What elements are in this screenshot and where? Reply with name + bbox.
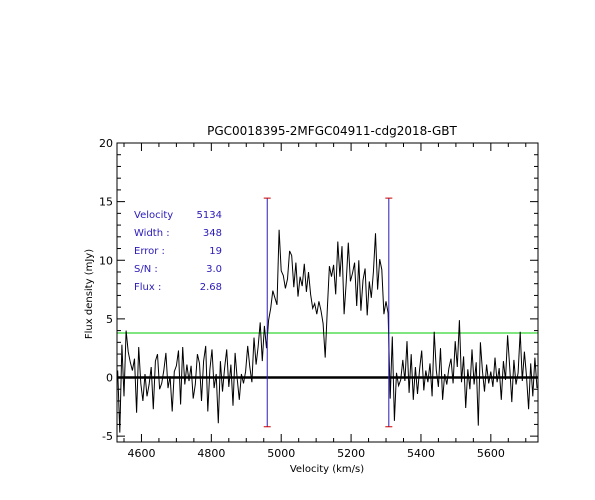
y-tick-label: 15: [99, 196, 113, 209]
x-tick-label: 5400: [407, 447, 435, 460]
y-axis-label: Flux density (mJy): [84, 249, 95, 339]
chart-title: PGC0018395-2MFGC04911-cdg2018-GBT: [207, 124, 457, 138]
x-tick-label: 5200: [337, 447, 365, 460]
x-tick-label: 4800: [197, 447, 225, 460]
x-tick-label: 4600: [127, 447, 155, 460]
x-tick-label: 5600: [477, 447, 505, 460]
y-tick-label: -5: [102, 430, 113, 443]
x-axis-label: Velocity (km/s): [290, 464, 364, 475]
info-value: 3.0: [206, 264, 222, 275]
info-label: Width :: [134, 228, 170, 239]
info-value: 5134: [197, 210, 222, 221]
y-tick-label: 0: [106, 372, 113, 385]
info-label: Velocity: [134, 210, 173, 221]
info-label: S/N :: [134, 264, 158, 275]
x-tick-label: 5000: [267, 447, 295, 460]
info-value: 19: [209, 246, 222, 257]
y-tick-label: 10: [99, 254, 113, 267]
info-label: Error :: [134, 246, 165, 257]
info-value: 2.68: [200, 282, 222, 293]
info-value: 348: [203, 228, 222, 239]
axis-layer: 4600 4800 5000 5200 5400 5600 -5 0 5 10 15 20: [99, 137, 539, 460]
info-panel: Velocity 5134 Width : 348 Error : 19 S/N : 3.0 F…: [134, 210, 222, 293]
y-tick-label: 5: [106, 313, 113, 326]
plot-frame: [116, 142, 539, 443]
spectrum-series-line: [117, 229, 538, 433]
y-tick-label: 20: [99, 137, 113, 150]
info-label: Flux :: [134, 282, 161, 293]
data-layer: [117, 197, 538, 433]
